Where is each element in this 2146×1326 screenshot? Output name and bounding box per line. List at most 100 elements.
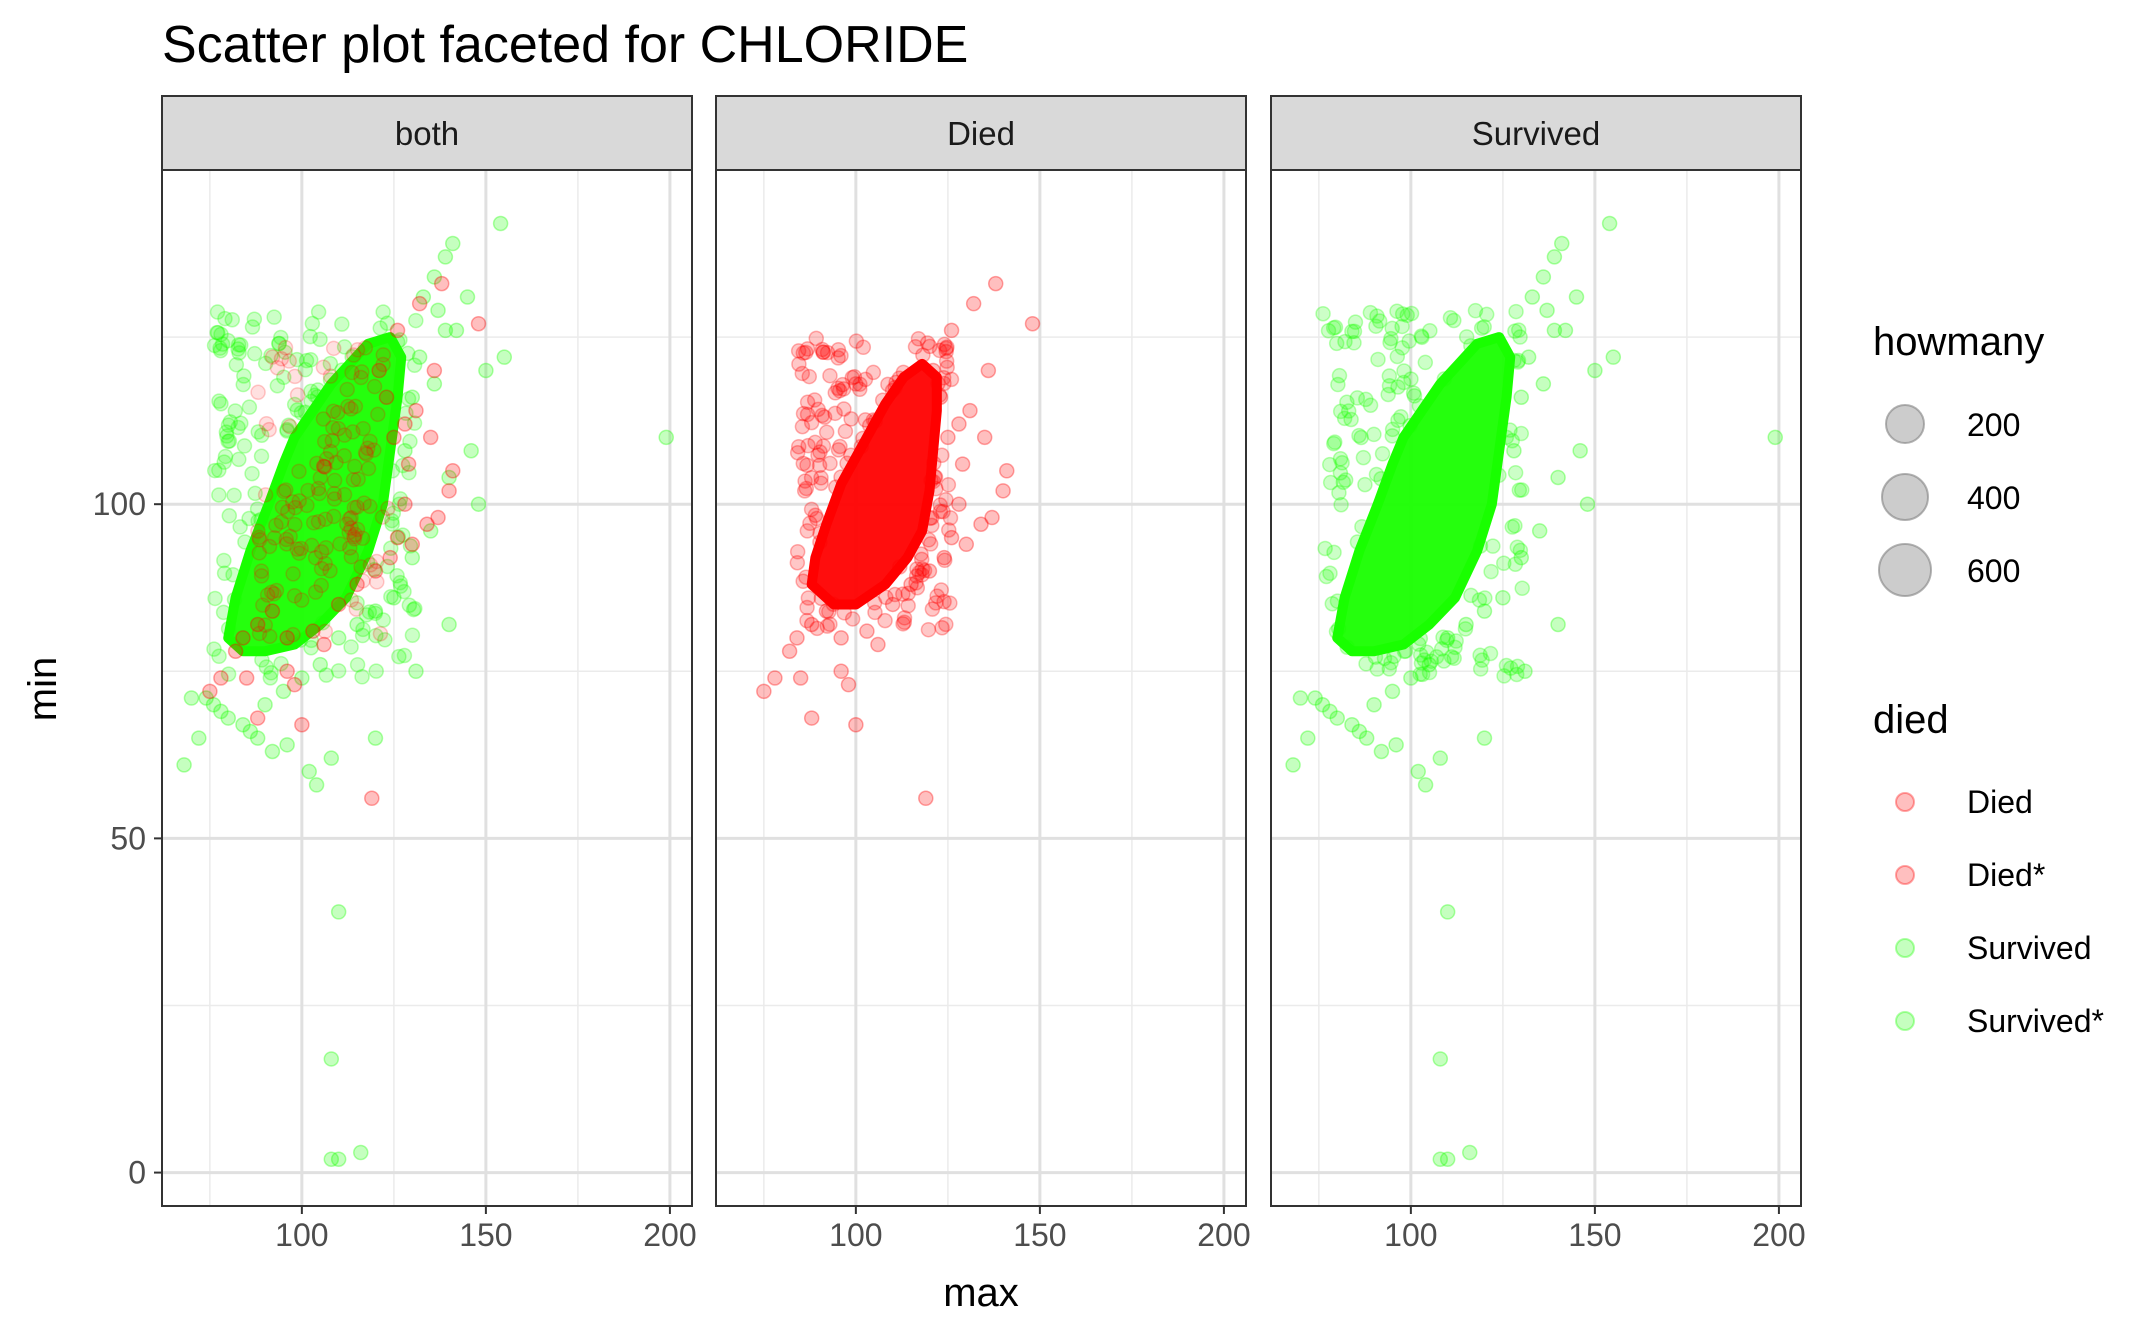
died-point	[908, 575, 924, 591]
died-point	[807, 507, 824, 524]
survived-point	[384, 516, 400, 532]
died-point	[371, 362, 387, 379]
survived-point	[221, 507, 238, 524]
died-point	[789, 544, 806, 560]
survived-point	[353, 1144, 369, 1161]
died-point	[368, 553, 385, 570]
survived-point	[361, 604, 378, 620]
died-point	[803, 414, 820, 431]
survived-point	[207, 462, 223, 479]
survived-point	[384, 512, 400, 529]
died-point	[851, 381, 868, 398]
survived-point	[232, 337, 249, 353]
died-point	[375, 356, 391, 373]
panel-background	[1271, 170, 1801, 1206]
died-point	[825, 596, 842, 612]
died-point	[362, 498, 378, 515]
died-point	[801, 368, 818, 385]
died-point	[313, 577, 329, 594]
survived-point	[246, 311, 263, 327]
died-point	[819, 618, 836, 634]
died-point	[995, 483, 1011, 499]
survived-point	[183, 690, 200, 706]
survived-point	[1507, 517, 1523, 534]
died-point	[348, 601, 365, 617]
died-point	[799, 523, 816, 539]
survived-point	[253, 427, 270, 444]
survived-point	[280, 417, 297, 434]
survived-point	[404, 627, 421, 643]
survived-point	[323, 750, 340, 766]
survived-point	[297, 361, 314, 378]
died-point	[259, 587, 276, 603]
survived-point	[263, 665, 279, 681]
died-point	[353, 559, 369, 575]
died-point	[343, 509, 359, 526]
died-point	[276, 483, 292, 500]
died-point	[357, 340, 374, 356]
died-point	[266, 530, 283, 546]
died-point	[378, 389, 395, 406]
facet-panel-survived: Survived 100 150 200	[1270, 95, 1806, 1253]
survived-point	[323, 1151, 340, 1167]
died-point	[441, 483, 457, 499]
died-point	[844, 369, 861, 386]
survived-point	[303, 640, 319, 656]
survived-point	[249, 501, 266, 517]
died-point	[316, 458, 332, 475]
survived-point	[216, 552, 232, 569]
survived-point	[1384, 320, 1400, 337]
died-point	[832, 438, 848, 455]
died-point	[325, 340, 342, 357]
died-point	[249, 710, 266, 726]
died-point	[251, 532, 268, 548]
survived-point	[1325, 320, 1342, 336]
died-point	[281, 353, 297, 369]
survived-point	[1413, 655, 1430, 671]
died-point	[925, 455, 942, 471]
died-point	[926, 469, 943, 485]
survived-point	[1419, 644, 1435, 660]
survived-point	[1535, 376, 1552, 392]
survived-point	[1371, 313, 1388, 329]
died-point	[867, 604, 883, 621]
died-point	[934, 447, 950, 464]
survived-point	[398, 405, 414, 421]
survived-point	[303, 632, 320, 649]
survived-point	[1381, 368, 1398, 384]
survived-point	[1374, 446, 1391, 462]
died-point	[965, 295, 982, 312]
survived-point	[404, 389, 421, 406]
survived-point	[1403, 305, 1420, 322]
survived-point	[1340, 403, 1357, 419]
died-point	[317, 511, 334, 528]
survived-point	[445, 235, 461, 252]
x-tick-label: 150	[1013, 1217, 1066, 1253]
survived-point	[207, 590, 223, 607]
facet-strip	[161, 95, 693, 171]
survived-point	[400, 391, 417, 407]
survived-point	[1326, 434, 1343, 450]
died-point	[792, 670, 809, 686]
died-point	[910, 331, 927, 347]
survived-point	[1373, 470, 1389, 487]
panel-border	[715, 169, 1247, 1207]
died-point	[976, 429, 993, 446]
survived-point	[1423, 653, 1440, 669]
died-point	[942, 510, 959, 526]
died-point	[309, 455, 325, 472]
survived-density	[223, 332, 407, 657]
survived-point	[1322, 565, 1338, 582]
survived-point	[1394, 318, 1410, 335]
survived-point	[224, 311, 240, 328]
died-point	[315, 359, 332, 376]
died-point	[918, 790, 934, 807]
survived-point	[254, 652, 270, 668]
survived-point	[1413, 328, 1430, 344]
died-point	[925, 362, 941, 379]
survived-point	[303, 383, 319, 400]
survived-point	[1472, 661, 1489, 677]
died-point	[355, 573, 371, 589]
survived-point	[379, 315, 396, 331]
y-tick-label: 50	[110, 820, 146, 856]
